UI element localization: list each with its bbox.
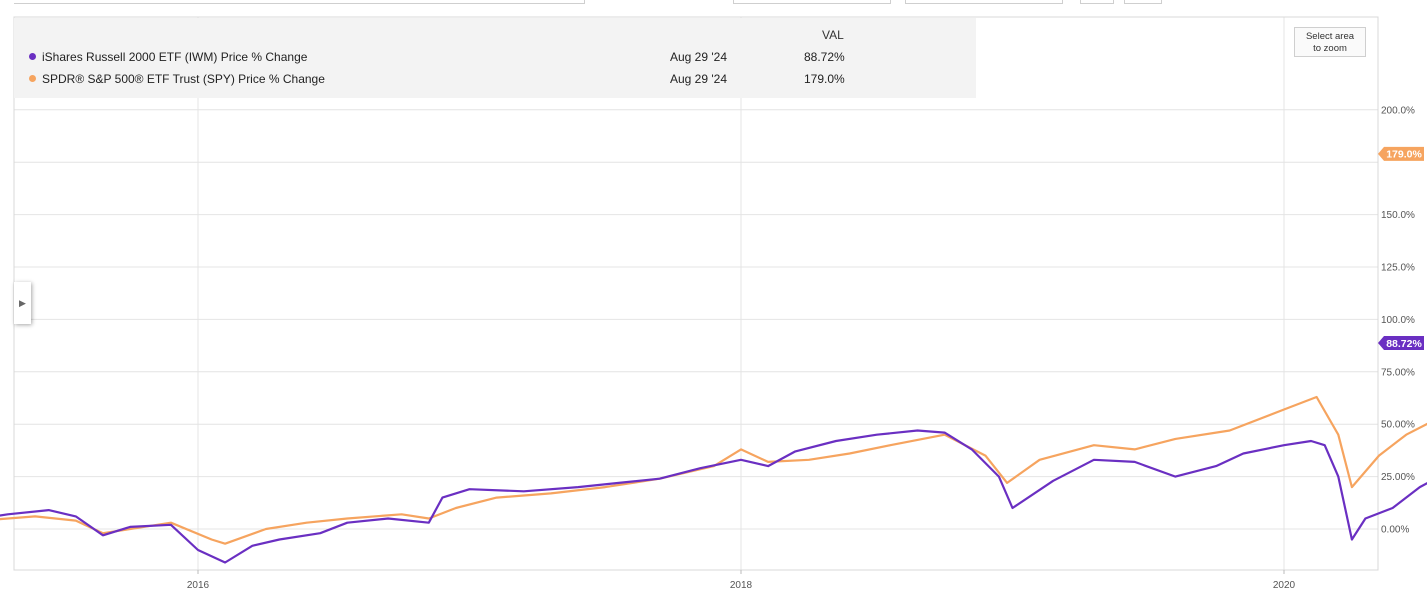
top-control-2[interactable]: [905, 0, 1063, 4]
x-axis-labels: 20162018202020222024: [187, 570, 1296, 591]
x-tick-label: 2018: [730, 580, 753, 591]
series-lines: [0, 395, 1427, 564]
y-axis-labels: 0.00% 25.00% 50.00% 75.00% 100.0% 125.0% 150.0…: [1381, 105, 1415, 535]
legend-name-spy: SPDR® S&P 500® ETF Trust (SPY) Price % C…: [42, 72, 325, 86]
end-label-text: 179.0%: [1386, 149, 1422, 161]
legend-name-iwm: iShares Russell 2000 ETF (IWM) Price % C…: [42, 50, 308, 64]
legend-date-spy: Aug 29 '24: [670, 72, 728, 86]
x-tick-label: 2020: [1273, 580, 1296, 591]
chevron-right-icon: ▶: [19, 298, 26, 308]
value-column-header: VAL: [822, 28, 844, 42]
series-line-spy: [0, 395, 1427, 545]
legend-row-iwm[interactable]: iShares Russell 2000 ETF (IWM) Price % C…: [14, 47, 976, 67]
y-tick-label: 75.00%: [1381, 367, 1415, 378]
select-area-zoom-button[interactable]: Select area to zoom: [1294, 27, 1366, 57]
legend-panel: VAL iShares Russell 2000 ETF (IWM) Price…: [14, 18, 976, 98]
top-control-1[interactable]: [733, 0, 891, 4]
legend-row-spy[interactable]: SPDR® S&P 500® ETF Trust (SPY) Price % C…: [14, 69, 976, 89]
y-tick-label: 150.0%: [1381, 210, 1415, 221]
y-tick-label: 25.00%: [1381, 472, 1415, 483]
grid-lines: [14, 17, 1378, 570]
end-label-text: 88.72%: [1386, 338, 1422, 350]
end-label-flag: [1378, 336, 1424, 351]
top-control-4[interactable]: [1124, 0, 1162, 4]
y-tick-label: 125.0%: [1381, 263, 1415, 274]
top-control-3[interactable]: [1080, 0, 1114, 4]
legend-dot-iwm: [29, 53, 36, 60]
zoom-button-line-2: to zoom: [1313, 43, 1347, 54]
end-labels: 88.72% 179.0%: [1378, 146, 1424, 351]
zoom-button-line-1: Select area: [1305, 31, 1355, 42]
legend-value-spy: 179.0%: [804, 72, 845, 86]
y-tick-label: 0.00%: [1381, 525, 1409, 536]
plot-border: [13, 16, 1379, 571]
legend-date-iwm: Aug 29 '24: [670, 50, 728, 64]
y-tick-label: 200.0%: [1381, 105, 1415, 116]
top-control-5[interactable]: [14, 0, 585, 4]
end-label-spy: 179.0%: [1378, 146, 1424, 161]
x-tick-label: 2016: [187, 580, 210, 591]
y-tick-label: 50.00%: [1381, 420, 1415, 431]
end-label-flag: [1378, 146, 1424, 161]
legend-value-iwm: 88.72%: [804, 50, 845, 64]
y-tick-label: 100.0%: [1381, 315, 1415, 326]
expand-panel-tab[interactable]: ▶: [14, 282, 31, 324]
series-line-iwm: [0, 429, 1427, 564]
legend-dot-spy: [29, 75, 36, 82]
end-label-iwm: 88.72%: [1378, 336, 1424, 351]
plot-area: [13, 16, 1379, 571]
